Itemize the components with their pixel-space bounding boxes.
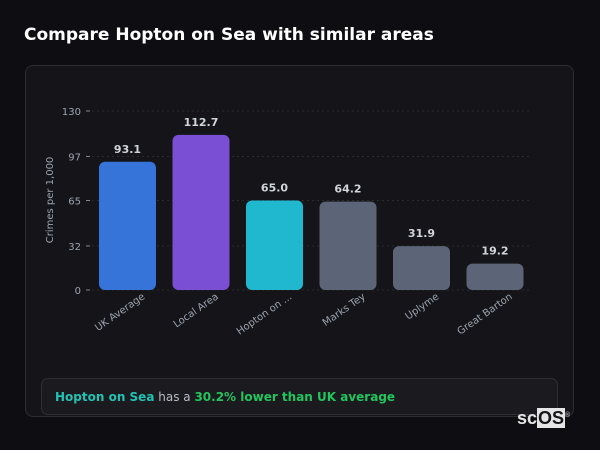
bar-value-label: 112.7 [184,116,219,129]
bar-value-label: 65.0 [261,182,288,195]
x-tick-label: Hopton on ... [235,291,294,337]
y-tick-label: 65 [68,197,81,208]
y-axis-label: Crimes per 1,000 [45,157,56,244]
x-tick-label: Local Area [172,291,221,330]
bar-value-label: 93.1 [114,143,141,156]
bar [99,161,156,290]
bar [246,200,303,290]
x-tick-label: Uplyme [404,291,442,322]
bar [319,201,377,290]
y-tick-label: 130 [62,107,81,118]
bar-value-label: 19.2 [481,245,508,258]
x-tick-label: Great Barton [456,291,515,337]
scos-logo: scOS® [517,408,571,428]
x-tick-label: UK Average [93,291,147,333]
summary-middle: has a [154,390,195,404]
bar [466,263,524,290]
x-tick-label: Marks Tey [321,291,368,328]
bar [393,246,450,290]
summary-comparison: 30.2% lower than UK average [194,390,396,404]
summary-box: Hopton on Sea has a 30.2% lower than UK … [41,378,558,415]
bar-value-label: 31.9 [408,227,435,240]
bar [172,134,230,290]
y-tick-label: 97 [68,152,81,163]
summary-area: Hopton on Sea [55,390,155,404]
y-tick-label: 0 [75,286,81,297]
page-title: Compare Hopton on Sea with similar areas [24,25,434,45]
y-tick-label: 32 [68,242,81,253]
bar-value-label: 64.2 [334,183,361,196]
